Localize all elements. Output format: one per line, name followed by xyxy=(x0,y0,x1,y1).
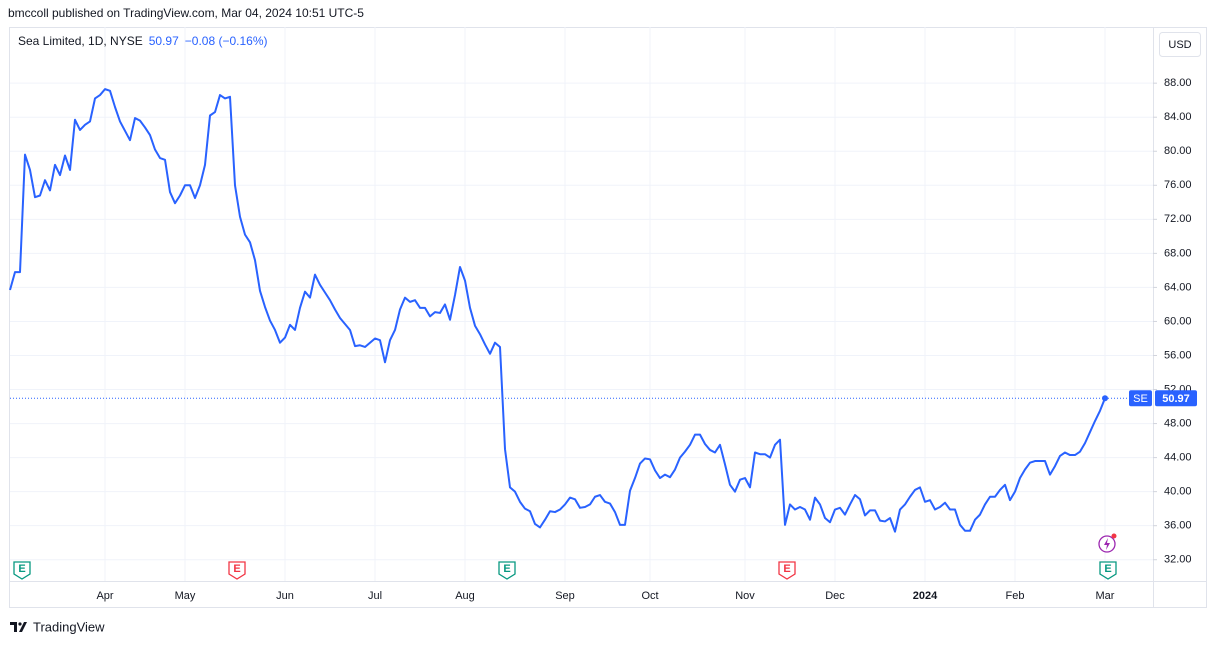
x-tick-label: Jun xyxy=(276,590,294,602)
y-tick-label: 76.00 xyxy=(1164,179,1192,191)
tradingview-logo xyxy=(10,622,27,632)
y-tick-label: 48.00 xyxy=(1164,417,1192,429)
y-tick-label: 88.00 xyxy=(1164,77,1192,89)
x-tick-label: May xyxy=(175,590,196,602)
symbol-info: Sea Limited, 1D, NYSE xyxy=(18,34,143,48)
y-tick-label: 72.00 xyxy=(1164,213,1192,225)
earnings-label: E xyxy=(783,563,790,575)
x-tick-label: Oct xyxy=(641,590,658,602)
earnings-marker xyxy=(13,561,31,580)
symbol-tag xyxy=(1129,390,1152,407)
x-tick-label: Jul xyxy=(368,590,382,602)
earnings-label: E xyxy=(18,563,25,575)
chart-frame xyxy=(9,27,1207,608)
y-tick-label: 32.00 xyxy=(1164,554,1192,566)
earnings-marker xyxy=(1099,561,1117,580)
x-tick-label: Nov xyxy=(735,590,755,602)
y-tick-label: 68.00 xyxy=(1164,247,1192,259)
last-point xyxy=(1102,395,1108,402)
y-tick-label: 80.00 xyxy=(1164,145,1192,157)
earnings-marker xyxy=(228,561,246,580)
earnings-marker xyxy=(778,561,796,580)
x-tick-label: Feb xyxy=(1006,590,1025,602)
y-tick-label: 84.00 xyxy=(1164,111,1192,123)
event-icon xyxy=(1098,533,1117,553)
price-line xyxy=(9,88,1106,533)
y-tick-label: 40.00 xyxy=(1164,486,1192,498)
y-tick-label: 36.00 xyxy=(1164,520,1192,532)
brand: TradingView xyxy=(33,619,105,634)
price-tag-label: 50.97 xyxy=(1162,393,1190,405)
earnings-marker xyxy=(498,561,516,580)
y-tick-label: 64.00 xyxy=(1164,281,1192,293)
x-tick-label: Aug xyxy=(455,590,475,602)
last-price: 50.97 xyxy=(149,34,179,48)
symbol-header: Sea Limited, 1D, NYSE 50.97 −0.08 (−0.16%) xyxy=(18,34,268,48)
symbol-tag-label: SE xyxy=(1133,393,1148,405)
earnings-label: E xyxy=(503,563,510,575)
y-tick-label: 56.00 xyxy=(1164,349,1192,361)
earnings-label: E xyxy=(1104,563,1111,575)
earnings-label: E xyxy=(233,563,240,575)
x-tick-label: Apr xyxy=(96,590,113,602)
attribution: bmccoll published on TradingView.com, Ma… xyxy=(8,6,364,20)
x-tick-label: 2024 xyxy=(913,590,938,602)
grid xyxy=(10,27,1153,581)
price-change: −0.08 (−0.16%) xyxy=(185,34,268,48)
x-tick-label: Dec xyxy=(825,590,845,602)
price-tag xyxy=(1155,390,1197,407)
currency[interactable]: USD xyxy=(1168,39,1191,51)
x-tick-label: Mar xyxy=(1096,590,1115,602)
currency-button[interactable] xyxy=(1159,32,1201,57)
x-tick-label: Sep xyxy=(555,590,575,602)
y-tick-label: 44.00 xyxy=(1164,452,1192,464)
y-tick-label: 60.00 xyxy=(1164,315,1192,327)
